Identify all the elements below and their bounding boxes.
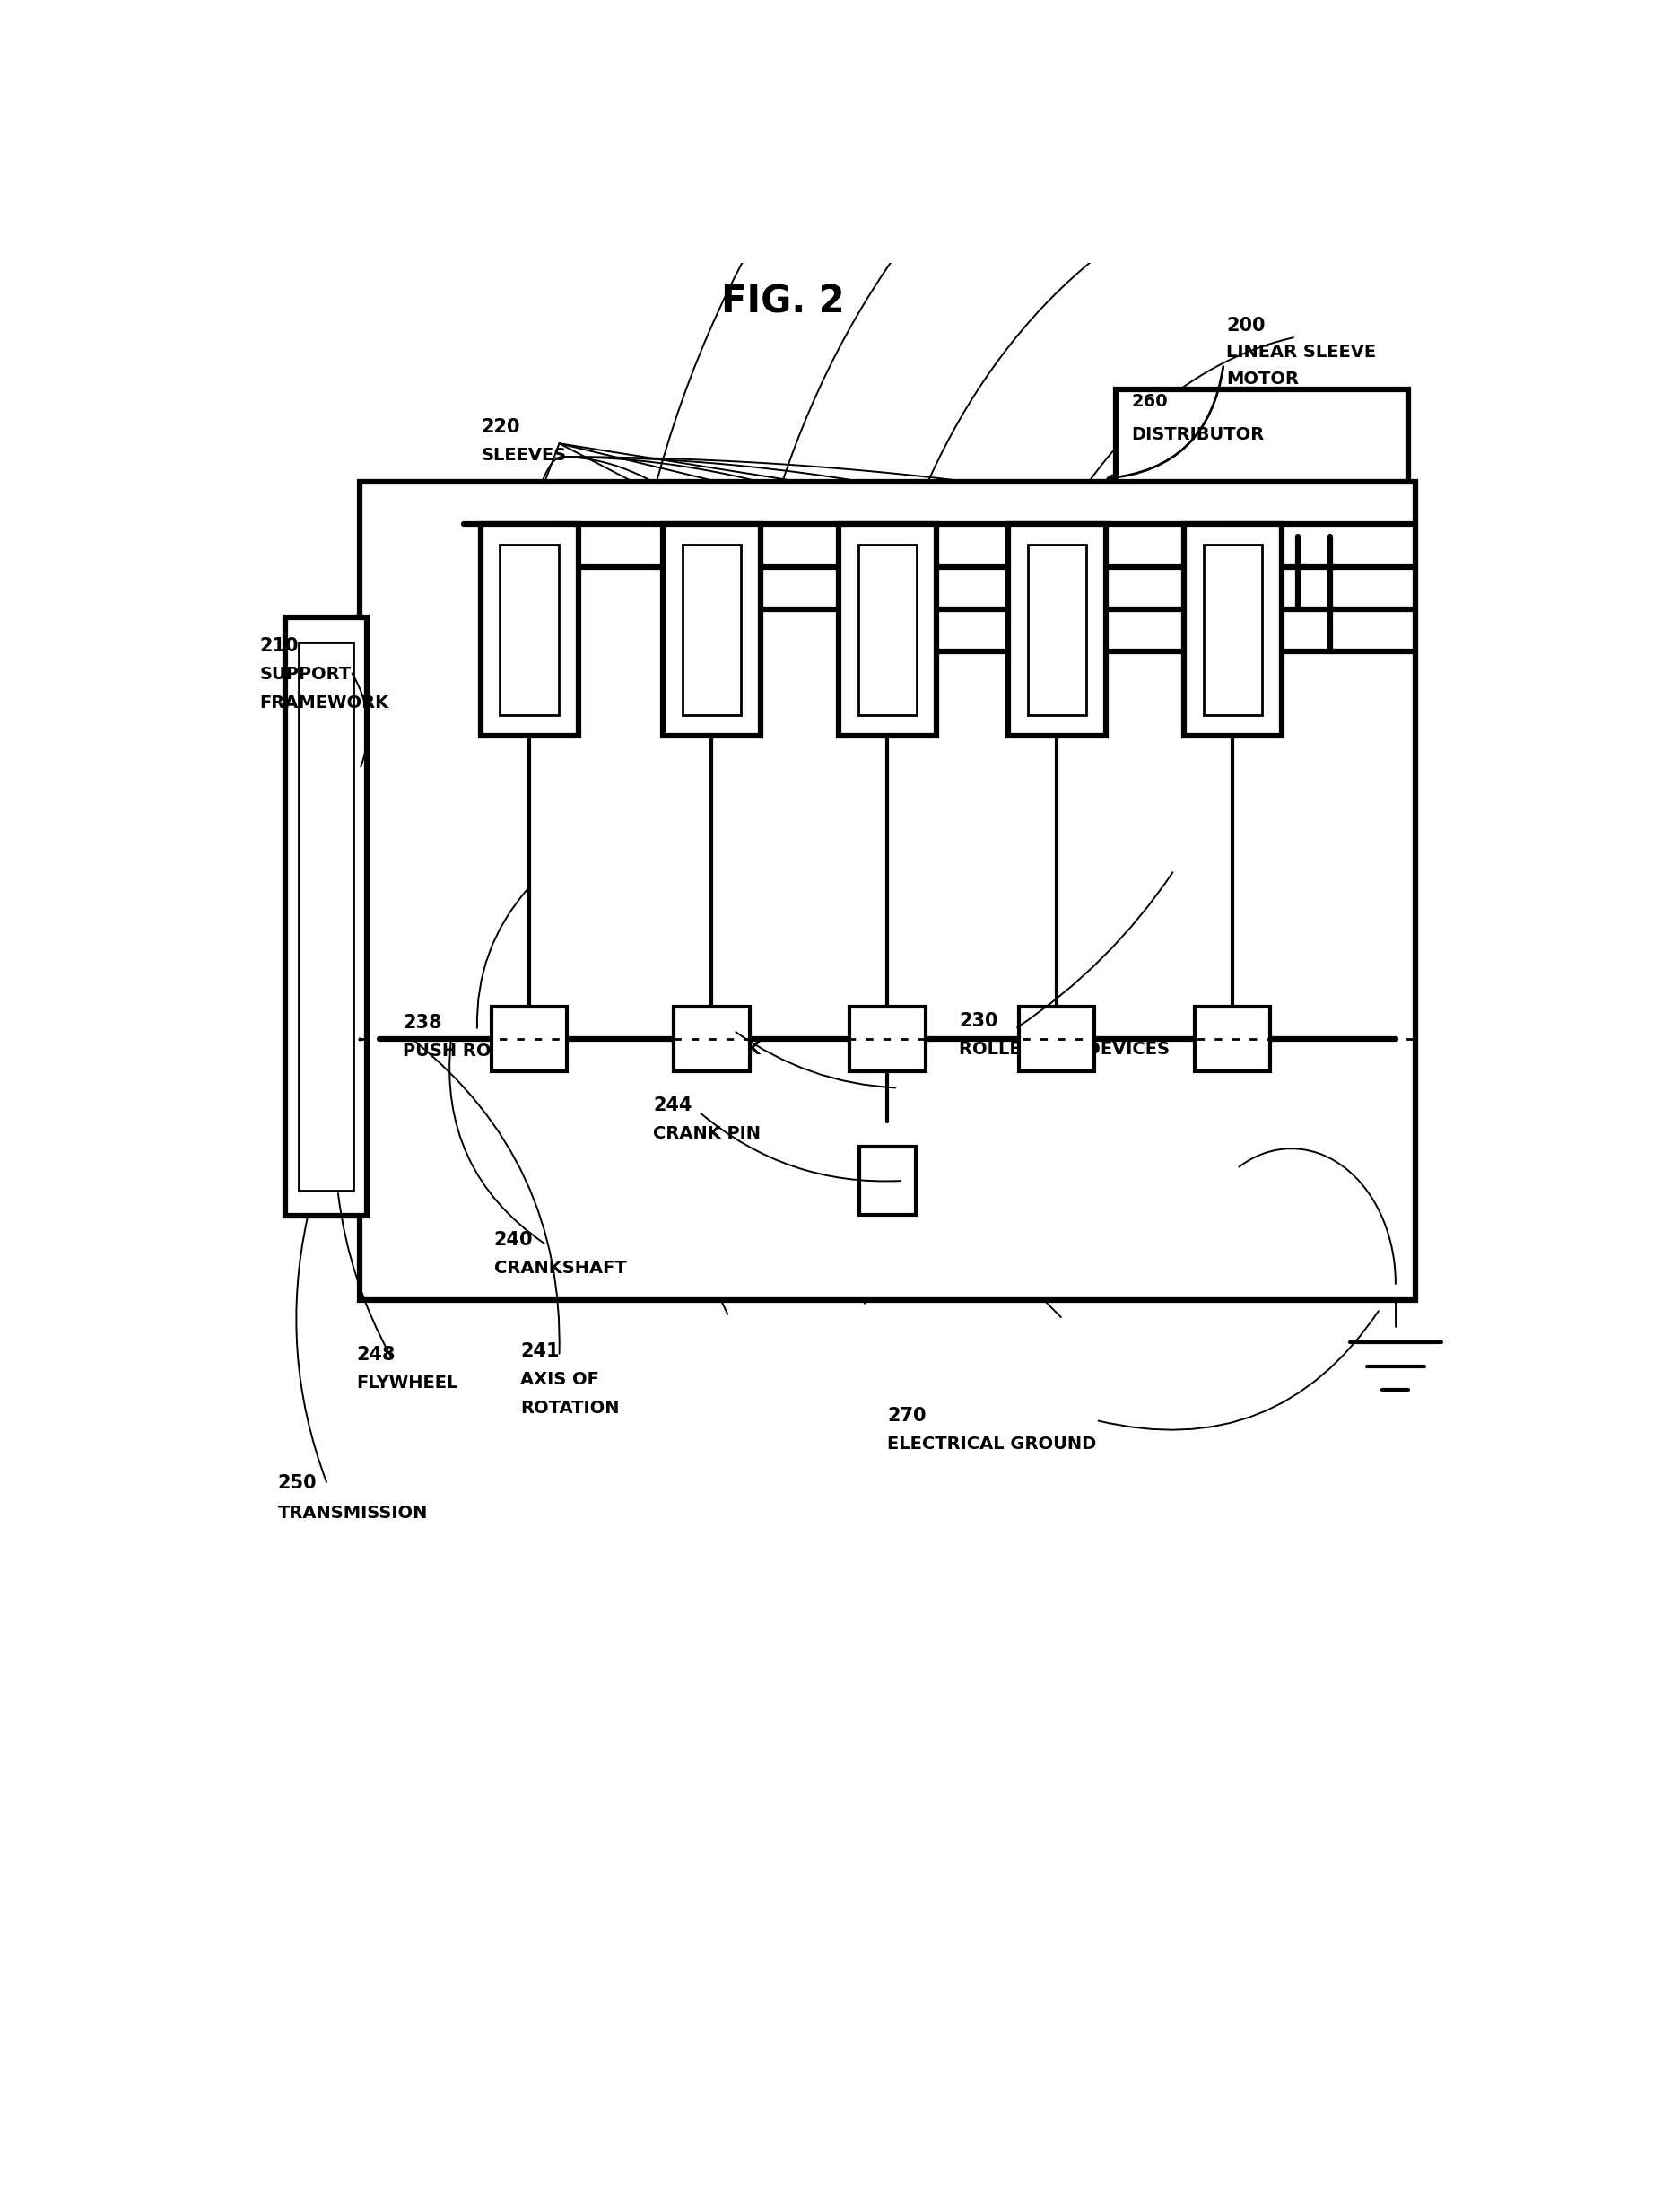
Bar [360,482,1415,1301]
Bar [858,1146,916,1214]
Text: 220: 220 [480,418,519,436]
Bar [662,524,759,736]
Bar [286,618,366,1216]
Bar [850,1008,924,1071]
Text: AXIS OF: AXIS OF [519,1372,598,1389]
Text: 210: 210 [259,638,299,655]
Bar [299,642,353,1190]
Text: 244: 244 [652,1096,692,1115]
Text: FIG. 2: FIG. 2 [721,283,845,320]
Text: TRANSMISSION: TRANSMISSION [277,1505,428,1523]
Bar [1183,524,1280,736]
Bar [499,546,558,714]
Text: FLYWHEEL: FLYWHEEL [356,1374,457,1391]
Bar [674,1008,749,1071]
Text: CRANK PIN: CRANK PIN [652,1124,761,1142]
Text: PUSH RODS: PUSH RODS [403,1043,517,1060]
Text: 260: 260 [1131,392,1168,410]
Bar [838,524,936,736]
Text: 248: 248 [356,1345,395,1365]
Bar [1203,546,1262,714]
Text: 240: 240 [494,1231,533,1249]
Bar [1026,546,1085,714]
Text: 230: 230 [959,1012,998,1030]
Text: LINEAR SLEEVE: LINEAR SLEEVE [1225,344,1376,362]
Bar [1018,1008,1094,1071]
Text: ROLLED EAP DEVICES: ROLLED EAP DEVICES [959,1041,1169,1058]
Text: 250: 250 [277,1475,318,1492]
Bar [480,524,578,736]
Bar [491,1008,566,1071]
Text: MOTOR: MOTOR [1225,370,1299,388]
Text: DISTRIBUTOR: DISTRIBUTOR [1131,427,1263,443]
Text: CRANK: CRANK [692,1041,759,1058]
Bar [858,546,916,714]
Text: SLEEVES: SLEEVES [480,447,566,464]
Text: 200: 200 [1225,318,1265,335]
Text: 270: 270 [887,1407,926,1424]
Text: ROTATION: ROTATION [519,1400,618,1418]
Bar [1194,1008,1270,1071]
Text: SUPPORT: SUPPORT [259,666,351,684]
Text: ELECTRICAL GROUND: ELECTRICAL GROUND [887,1435,1095,1453]
Text: 238: 238 [403,1014,442,1032]
Bar [682,546,741,714]
Text: 242: 242 [692,1012,731,1030]
Text: 241: 241 [519,1343,559,1361]
Text: FRAMEWORK: FRAMEWORK [259,695,388,712]
Text: CRANKSHAFT: CRANKSHAFT [494,1260,627,1277]
Bar [1116,390,1408,537]
Bar [1008,524,1105,736]
